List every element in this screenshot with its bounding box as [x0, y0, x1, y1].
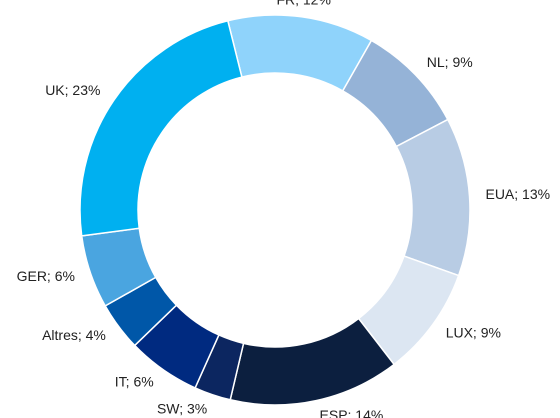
donut-slice [79, 19, 243, 237]
donut-slice [229, 317, 396, 406]
data-label: NL; 9% [427, 54, 473, 70]
data-label: IT; 6% [115, 373, 154, 389]
data-label: EUA; 13% [485, 186, 550, 202]
data-label: FR; 12% [276, 0, 330, 8]
data-label: GER; 6% [17, 268, 75, 284]
donut-slice [395, 118, 471, 277]
data-label: UK; 23% [45, 82, 100, 98]
data-label: ESP; 14% [320, 407, 384, 418]
data-label: LUX; 9% [446, 325, 501, 341]
data-label: SW; 3% [157, 401, 207, 417]
data-label: Altres; 4% [42, 327, 106, 343]
